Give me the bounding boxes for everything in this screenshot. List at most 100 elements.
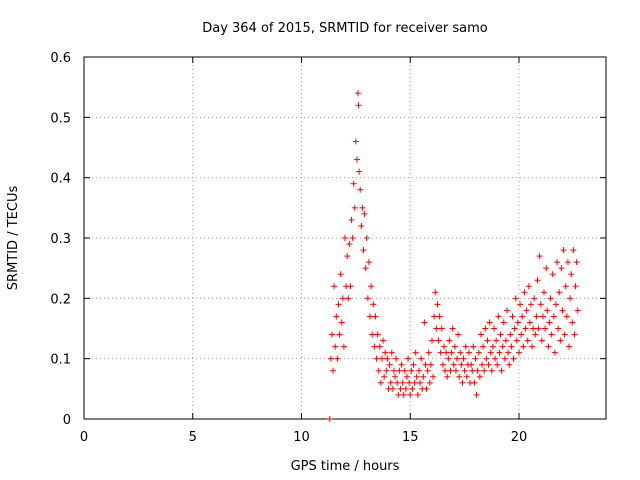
data-point	[451, 343, 458, 350]
data-point	[513, 337, 520, 344]
y-tick-label: 0	[63, 413, 71, 428]
data-point	[456, 373, 463, 380]
data-point	[348, 216, 355, 223]
data-point	[558, 265, 565, 272]
data-point	[401, 367, 408, 374]
data-point	[539, 313, 546, 320]
data-point	[362, 265, 369, 272]
data-point	[337, 271, 344, 278]
data-point	[430, 373, 437, 380]
data-point	[534, 277, 541, 284]
data-point	[367, 313, 374, 320]
data-point	[508, 343, 515, 350]
data-point	[462, 343, 469, 350]
data-point	[562, 283, 569, 290]
data-point	[427, 361, 434, 368]
data-point	[415, 367, 422, 374]
data-point	[546, 319, 553, 326]
data-points	[326, 90, 581, 422]
data-point	[484, 337, 491, 344]
data-point	[475, 349, 482, 356]
data-point	[485, 361, 492, 368]
data-point	[421, 319, 428, 326]
data-point	[487, 349, 494, 356]
data-point	[521, 289, 528, 296]
data-point	[432, 289, 439, 296]
data-point	[543, 265, 550, 272]
data-point	[349, 235, 356, 241]
data-point	[360, 247, 367, 254]
data-point	[359, 204, 366, 211]
data-point	[426, 379, 433, 386]
data-point	[490, 325, 497, 332]
data-point	[482, 325, 489, 332]
data-point	[406, 379, 413, 386]
data-point	[574, 307, 581, 314]
y-tick-label: 0.5	[50, 111, 71, 126]
data-point	[390, 367, 397, 374]
data-point	[409, 385, 416, 392]
data-point	[400, 391, 407, 398]
data-point	[525, 283, 532, 290]
data-point	[412, 349, 419, 356]
data-point	[537, 301, 544, 308]
data-point	[331, 283, 338, 290]
data-point	[392, 373, 399, 380]
data-point	[357, 186, 364, 193]
data-point	[365, 259, 372, 266]
data-point	[494, 361, 501, 368]
data-point	[459, 379, 466, 386]
data-point	[356, 168, 363, 175]
data-point	[502, 337, 509, 344]
data-point	[402, 385, 409, 392]
data-point	[378, 355, 385, 362]
x-tick-label: 20	[511, 430, 528, 445]
data-point	[333, 313, 340, 320]
data-point	[350, 180, 357, 187]
data-point	[414, 391, 421, 398]
data-point	[509, 313, 516, 320]
data-point	[381, 373, 388, 380]
data-point	[499, 343, 506, 350]
data-point	[393, 355, 400, 362]
data-point	[342, 235, 348, 241]
data-point	[345, 295, 352, 302]
data-point	[413, 373, 420, 380]
data-point	[418, 355, 425, 362]
data-point	[569, 319, 576, 326]
data-point	[377, 379, 384, 386]
data-point	[334, 355, 341, 362]
data-point	[361, 210, 368, 217]
data-point	[532, 331, 539, 338]
data-point	[375, 367, 382, 374]
data-point	[433, 325, 440, 332]
data-point	[396, 367, 403, 374]
data-point	[470, 343, 477, 350]
y-axis-label: SRMTID / TECUs	[6, 186, 21, 291]
data-point	[492, 355, 499, 362]
data-point	[463, 373, 470, 380]
data-point	[530, 325, 537, 332]
data-point	[504, 307, 511, 314]
data-point	[501, 355, 508, 362]
data-point	[535, 325, 542, 332]
data-point	[568, 271, 575, 278]
data-point	[386, 361, 393, 368]
data-point	[471, 379, 478, 386]
data-point	[370, 301, 377, 308]
data-point	[422, 361, 429, 368]
chart-title: Day 364 of 2015, SRMTID for receiver sam…	[202, 21, 488, 36]
data-point	[383, 367, 390, 374]
data-point	[473, 391, 480, 398]
data-point	[388, 349, 395, 356]
data-point	[531, 295, 538, 302]
data-point	[544, 307, 551, 314]
data-point	[439, 361, 446, 368]
data-point	[523, 307, 530, 314]
data-point	[340, 343, 347, 350]
data-point	[395, 391, 402, 398]
data-point	[559, 307, 566, 314]
data-point	[507, 331, 514, 338]
data-point	[380, 337, 387, 344]
